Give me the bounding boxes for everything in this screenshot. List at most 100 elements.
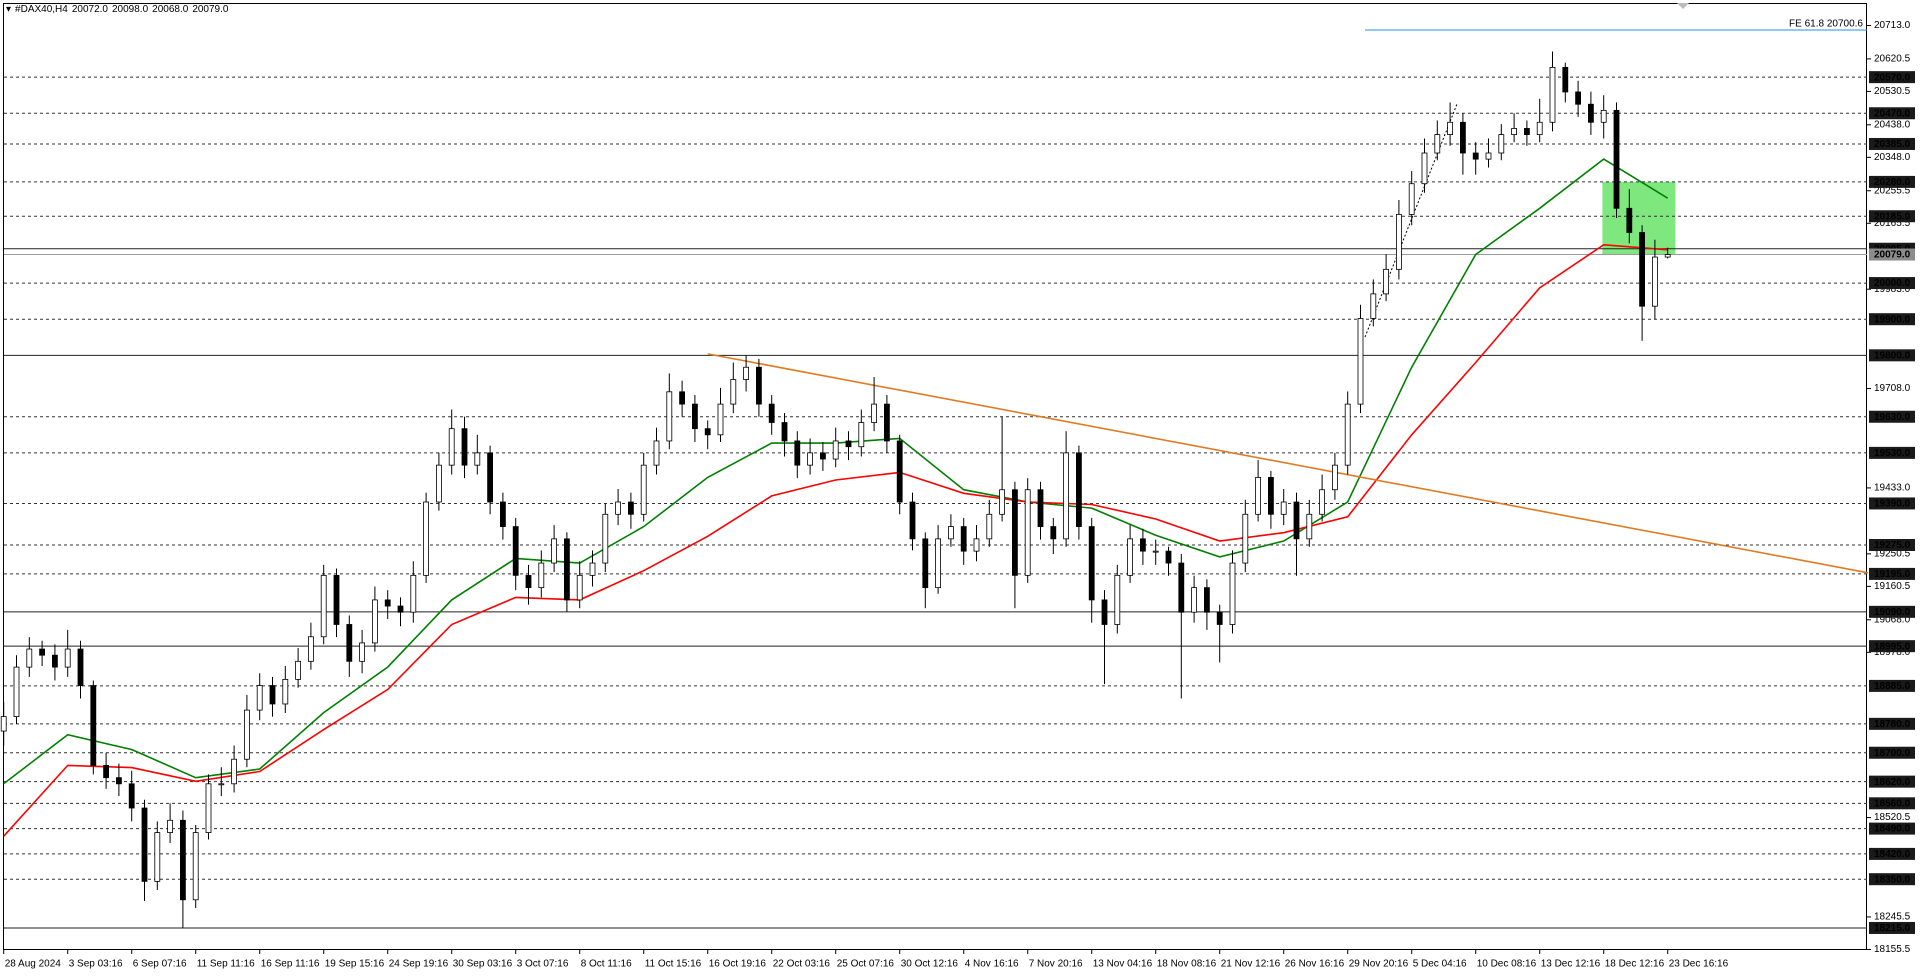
- fibo-label: FE 61.8 20700.6: [1789, 19, 1863, 30]
- candle-body: [512, 526, 519, 576]
- candle-body: [410, 574, 417, 613]
- level-label: 20185.0: [1874, 211, 1911, 222]
- level-label: 19195.0: [1874, 569, 1911, 580]
- plot-frame: [3, 3, 1867, 950]
- candle-body: [538, 562, 545, 589]
- y-tick-label: 20530.5: [1874, 86, 1911, 97]
- candle-body: [576, 574, 583, 601]
- level-label-bg: [1869, 71, 1915, 84]
- candle-body: [474, 452, 481, 466]
- x-tick-label: 4 Nov 16:16: [965, 959, 1019, 970]
- y-tick-label: 20713.0: [1874, 20, 1911, 31]
- candle-body: [1280, 501, 1287, 515]
- ohlc: 20079.0: [192, 4, 229, 15]
- level-label: 20470.0: [1874, 108, 1911, 119]
- level-label-bg: [1869, 277, 1915, 290]
- candle-body: [1626, 207, 1633, 233]
- candle-body: [1152, 550, 1159, 553]
- candle-body: [282, 678, 289, 705]
- level-label: 19530.0: [1874, 448, 1911, 459]
- candle-body: [1652, 256, 1658, 307]
- candle-body: [858, 422, 865, 448]
- candle-body: [256, 685, 263, 711]
- level-label-bg: [1869, 497, 1915, 510]
- zone: [1602, 181, 1676, 255]
- level-label-bg: [1869, 822, 1915, 835]
- candle-body: [116, 777, 122, 785]
- x-tick-label: 18 Dec 12:16: [1605, 959, 1665, 970]
- x-tick-label: 18 Nov 08:16: [1157, 959, 1217, 970]
- ohlc: 20098.0: [112, 4, 149, 15]
- candle-body: [1460, 121, 1466, 154]
- x-tick-label: 30 Sep 03:16: [453, 959, 513, 970]
- candle-body: [269, 685, 276, 705]
- x-tick-label: 24 Sep 19:16: [389, 959, 449, 970]
- y-tick-label: 19983.0: [1874, 284, 1911, 295]
- candle-body: [1050, 526, 1057, 540]
- level-label-bg: [1869, 446, 1915, 459]
- candle-body: [1434, 134, 1441, 154]
- candle-body: [499, 501, 506, 527]
- candle-body: [884, 403, 890, 442]
- candle-body: [1639, 232, 1645, 307]
- candle-body: [295, 660, 302, 680]
- candle-body: [1216, 611, 1223, 625]
- candle-body: [1498, 134, 1505, 154]
- level-label: 18490.0: [1874, 824, 1911, 835]
- level-label-bg: [1869, 605, 1915, 618]
- candle-body: [1306, 513, 1313, 540]
- candle-body: [397, 605, 404, 613]
- candle-body: [1408, 183, 1415, 215]
- candle-body: [1332, 464, 1338, 491]
- candle-body: [1127, 538, 1133, 576]
- level-label: 18995.0: [1874, 641, 1911, 652]
- candle-body: [525, 574, 532, 589]
- menu-arrow[interactable]: ▾: [6, 4, 12, 15]
- candle-body: [243, 709, 250, 760]
- x-tick-label: 5 Dec 04:16: [1413, 959, 1467, 970]
- level-label-bg: [1869, 921, 1915, 934]
- level-label: 20280.0: [1874, 177, 1911, 188]
- x-tick-label: 3 Oct 07:16: [517, 959, 569, 970]
- candle-body: [692, 403, 698, 430]
- x-tick-label: 23 Dec 16:16: [1669, 959, 1729, 970]
- y-tick-label: 19433.0: [1874, 483, 1911, 494]
- x-tick-label: 11 Oct 15:16: [645, 959, 702, 970]
- candle-body: [1383, 268, 1389, 295]
- level-label-bg: [1869, 775, 1915, 788]
- level-label-bg: [1869, 640, 1915, 653]
- level-label-bg: [1869, 746, 1915, 759]
- level-label-bg: [1869, 873, 1915, 886]
- candle-body: [1664, 254, 1671, 258]
- candle-body: [179, 819, 186, 901]
- candle-body: [205, 783, 212, 833]
- candle-body: [922, 538, 929, 589]
- candle-body: [448, 428, 455, 466]
- x-tick-label: 30 Oct 12:16: [901, 959, 959, 970]
- x-tick-label: 7 Nov 20:16: [1029, 959, 1083, 970]
- y-tick-label: 19250.5: [1874, 548, 1911, 559]
- candle-body: [871, 403, 877, 423]
- candle-body: [435, 464, 442, 503]
- candle-body: [64, 648, 71, 668]
- x-tick-label: 11 Sep 11:16: [197, 959, 255, 970]
- candle-body: [320, 574, 327, 638]
- x-tick-label: 6 Sep 07:16: [133, 959, 187, 970]
- level-label: 18215.0: [1874, 923, 1911, 934]
- level-label-bg: [1869, 313, 1915, 326]
- candle-body: [346, 624, 353, 662]
- candle-body: [896, 440, 903, 503]
- candle-body: [77, 648, 84, 686]
- candle-body: [0, 716, 7, 732]
- y-tick-label: 20438.0: [1874, 119, 1911, 130]
- candle-body: [704, 428, 711, 436]
- level-label: 20000.0: [1874, 278, 1911, 289]
- candle-body: [13, 666, 20, 718]
- candle-body: [39, 648, 45, 656]
- candle-body: [1255, 477, 1261, 515]
- candle-body: [1114, 574, 1121, 625]
- candle-body: [589, 562, 596, 576]
- level-label: 18700.0: [1874, 748, 1911, 759]
